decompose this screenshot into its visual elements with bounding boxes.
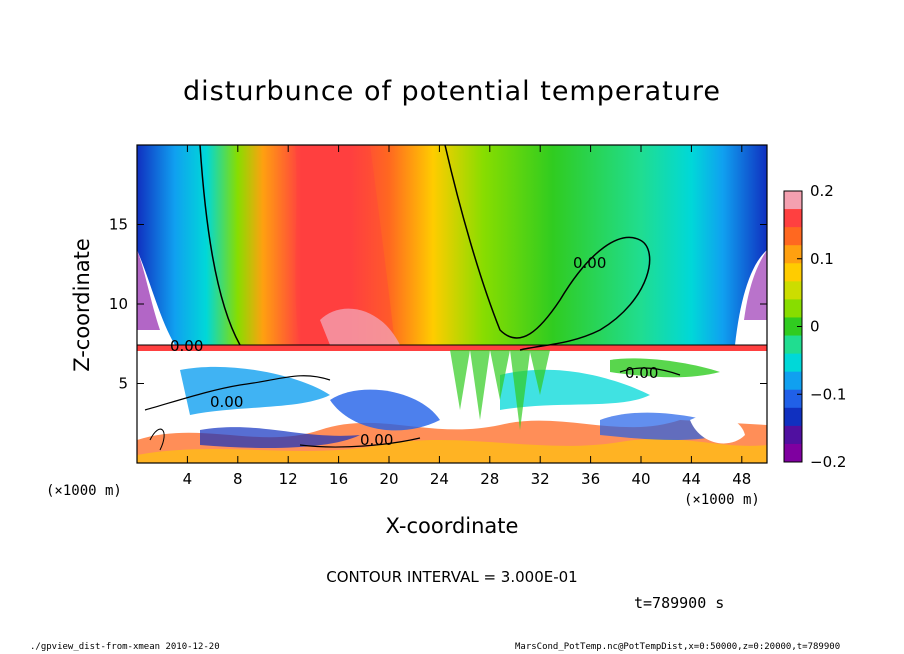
x-tick-label: 48 <box>732 470 751 488</box>
time-annotation: t=789900 s <box>634 594 725 612</box>
colorbar-swatch <box>784 191 802 210</box>
contour-label: 0.00 <box>625 364 658 382</box>
x-tick-label: 28 <box>480 470 499 488</box>
x-tick-label: 16 <box>329 470 348 488</box>
colorbar-swatch <box>784 263 802 282</box>
contour-label: 0.00 <box>210 393 243 411</box>
contour-interval-note: CONTOUR INTERVAL = 3.000E-01 <box>326 568 578 586</box>
x-unit-label-left: (×1000 m) <box>46 483 122 499</box>
footer-left: ./gpview_dist-from-xmean 2010-12-20 <box>30 642 220 652</box>
x-tick-label: 12 <box>279 470 298 488</box>
contour-label: 0.00 <box>360 431 393 449</box>
colorbar-swatch <box>784 245 802 264</box>
x-tick-label: 20 <box>379 470 398 488</box>
footer-right: MarsCond_PotTemp.nc@PotTempDist,x=0:5000… <box>515 642 841 652</box>
colorbar-swatch <box>784 353 802 373</box>
colorbar-swatch <box>784 317 802 337</box>
y-tick-label: 15 <box>109 216 128 234</box>
colorbar-swatch <box>784 227 802 246</box>
colorbar-tick-label: −0.1 <box>810 385 846 403</box>
x-tick-label: 32 <box>531 470 550 488</box>
x-tick-label: 40 <box>631 470 650 488</box>
colorbar-tick-label: −0.2 <box>810 453 846 471</box>
colorbar-tick-label: 0.1 <box>810 250 834 268</box>
colorbar-swatch <box>784 299 802 318</box>
colorbar-swatch <box>784 425 802 445</box>
contour-label: 0.00 <box>573 254 606 272</box>
contour-label: 0.00 <box>170 337 203 355</box>
colorbar <box>784 191 802 463</box>
x-unit-label-right: (×1000 m) <box>684 492 760 508</box>
x-tick-label: 24 <box>430 470 449 488</box>
heatmap-field <box>137 145 767 463</box>
x-tick-label: 44 <box>682 470 701 488</box>
colorbar-swatch <box>784 209 802 228</box>
colorbar-swatch <box>784 407 802 427</box>
x-axis-label: X-coordinate <box>385 514 519 538</box>
y-tick-label: 10 <box>109 295 128 313</box>
x-tick-label: 4 <box>183 470 193 488</box>
colorbar-tick-label: 0.2 <box>810 182 834 200</box>
colorbar-swatch <box>784 371 802 391</box>
colorbar-swatch <box>784 281 802 300</box>
chart-title: disturbunce of potential temperature <box>183 76 721 107</box>
colorbar-swatch <box>784 443 802 463</box>
colorbar-swatch <box>784 389 802 409</box>
colorbar-tick-label: 0 <box>810 318 820 336</box>
y-tick-label: 5 <box>118 375 128 393</box>
x-tick-label: 8 <box>233 470 243 488</box>
colorbar-swatch <box>784 335 802 355</box>
x-tick-label: 36 <box>581 470 600 488</box>
